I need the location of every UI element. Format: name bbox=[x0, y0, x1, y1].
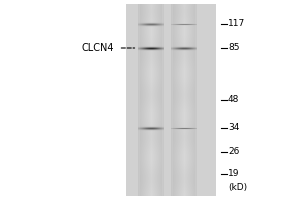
Text: (kD): (kD) bbox=[228, 183, 247, 192]
Text: CLCN4: CLCN4 bbox=[82, 43, 114, 53]
Text: 34: 34 bbox=[228, 123, 239, 132]
Text: 26: 26 bbox=[228, 148, 239, 156]
Text: 117: 117 bbox=[228, 20, 245, 28]
Text: 19: 19 bbox=[228, 170, 239, 178]
Text: 48: 48 bbox=[228, 96, 239, 104]
Text: 85: 85 bbox=[228, 44, 239, 52]
